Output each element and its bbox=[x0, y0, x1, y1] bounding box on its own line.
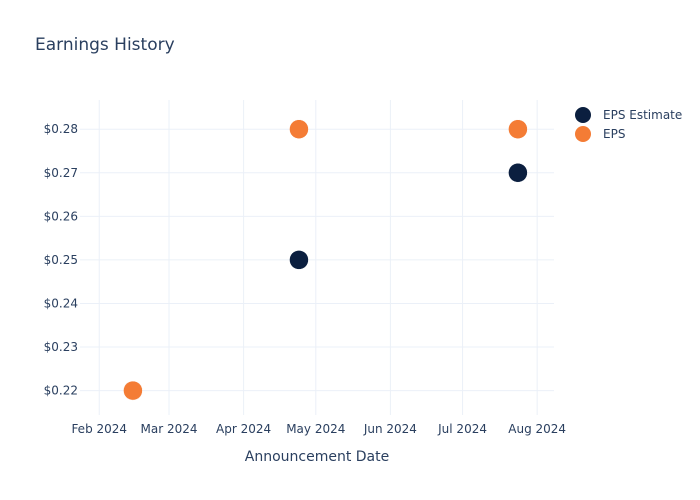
x-tick-label: Apr 2024 bbox=[216, 422, 271, 436]
y-tick-label: $0.23 bbox=[44, 340, 78, 354]
y-axis-ticks: $0.22 $0.23 $0.24 $0.25 $0.26 $0.27 $0.28 bbox=[44, 122, 78, 397]
x-axis-ticks: Feb 2024 Mar 2024 Apr 2024 May 2024 Jun 2024… bbox=[71, 422, 566, 436]
y-tick-label: $0.22 bbox=[44, 384, 78, 398]
chart-title: Earnings History bbox=[35, 35, 175, 55]
legend-marker bbox=[575, 107, 591, 123]
x-tick-label: Feb 2024 bbox=[71, 422, 127, 436]
y-tick-label: $0.26 bbox=[44, 209, 78, 223]
gridlines bbox=[80, 100, 554, 415]
legend-item-eps-estimate[interactable]: EPS Estimate bbox=[575, 107, 682, 123]
x-axis-title: Announcement Date bbox=[245, 449, 389, 465]
x-tick-label: Jul 2024 bbox=[437, 422, 487, 436]
eps-point bbox=[508, 119, 528, 139]
eps-point bbox=[289, 119, 309, 139]
eps-point bbox=[123, 380, 143, 401]
legend: EPS Estimate EPS bbox=[575, 107, 682, 142]
y-tick-label: $0.28 bbox=[44, 122, 78, 136]
data-points bbox=[123, 119, 528, 401]
x-tick-label: Mar 2024 bbox=[141, 422, 198, 436]
legend-label: EPS Estimate bbox=[603, 108, 682, 122]
legend-marker bbox=[575, 126, 591, 142]
x-tick-label: May 2024 bbox=[286, 422, 345, 436]
legend-item-eps[interactable]: EPS bbox=[575, 126, 625, 142]
y-tick-label: $0.27 bbox=[44, 166, 78, 180]
eps-estimate-point bbox=[508, 163, 528, 183]
x-tick-label: Aug 2024 bbox=[508, 422, 566, 436]
eps-estimate-point bbox=[289, 250, 309, 270]
x-tick-label: Jun 2024 bbox=[363, 422, 417, 436]
y-tick-label: $0.25 bbox=[44, 253, 78, 267]
legend-label: EPS bbox=[603, 127, 625, 141]
y-tick-label: $0.24 bbox=[44, 296, 78, 310]
